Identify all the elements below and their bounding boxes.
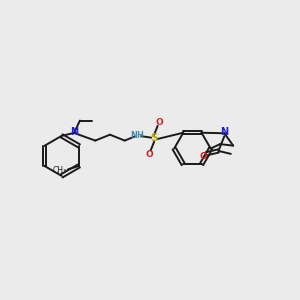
- Text: NH: NH: [130, 131, 144, 140]
- Text: N: N: [220, 128, 228, 137]
- Text: O: O: [155, 118, 163, 127]
- Text: S: S: [150, 133, 158, 143]
- Text: O: O: [199, 152, 207, 161]
- Text: O: O: [145, 150, 153, 159]
- Text: N: N: [70, 127, 78, 137]
- Text: CH₃: CH₃: [52, 166, 67, 175]
